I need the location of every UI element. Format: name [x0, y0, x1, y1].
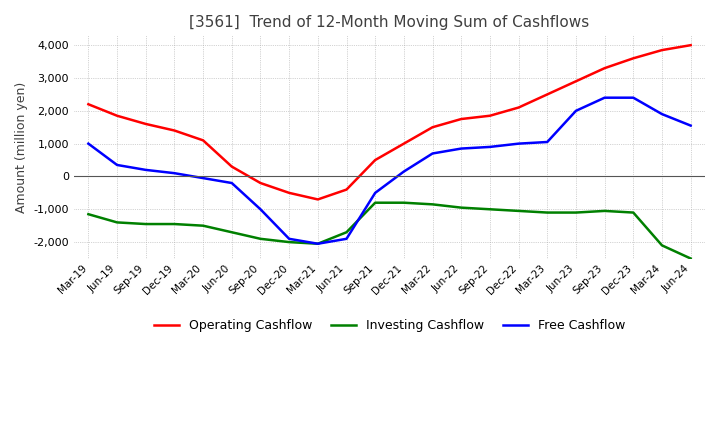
- Investing Cashflow: [428, 202, 437, 207]
- Free Cashflow: [400, 169, 408, 174]
- Investing Cashflow: [371, 200, 379, 205]
- Operating Cashflow: [543, 92, 552, 97]
- Free Cashflow: [141, 167, 150, 172]
- Free Cashflow: [629, 95, 638, 100]
- Operating Cashflow: [629, 56, 638, 61]
- Operating Cashflow: [657, 48, 666, 53]
- Free Cashflow: [485, 144, 494, 150]
- Operating Cashflow: [113, 113, 122, 118]
- Line: Free Cashflow: Free Cashflow: [89, 98, 690, 244]
- Operating Cashflow: [600, 66, 609, 71]
- Operating Cashflow: [84, 102, 93, 107]
- Investing Cashflow: [199, 223, 207, 228]
- Operating Cashflow: [400, 141, 408, 146]
- Operating Cashflow: [457, 117, 466, 122]
- Free Cashflow: [256, 207, 265, 212]
- Investing Cashflow: [285, 239, 294, 245]
- Investing Cashflow: [514, 208, 523, 213]
- Investing Cashflow: [572, 210, 580, 215]
- Investing Cashflow: [686, 256, 695, 261]
- Operating Cashflow: [371, 158, 379, 163]
- Operating Cashflow: [256, 180, 265, 186]
- Investing Cashflow: [629, 210, 638, 215]
- Investing Cashflow: [600, 208, 609, 213]
- Legend: Operating Cashflow, Investing Cashflow, Free Cashflow: Operating Cashflow, Investing Cashflow, …: [149, 314, 630, 337]
- Title: [3561]  Trend of 12-Month Moving Sum of Cashflows: [3561] Trend of 12-Month Moving Sum of C…: [189, 15, 590, 30]
- Free Cashflow: [600, 95, 609, 100]
- Investing Cashflow: [457, 205, 466, 210]
- Operating Cashflow: [228, 164, 236, 169]
- Free Cashflow: [342, 236, 351, 242]
- Investing Cashflow: [113, 220, 122, 225]
- Line: Operating Cashflow: Operating Cashflow: [89, 45, 690, 199]
- Free Cashflow: [313, 241, 322, 246]
- Free Cashflow: [371, 190, 379, 195]
- Operating Cashflow: [313, 197, 322, 202]
- Free Cashflow: [113, 162, 122, 168]
- Free Cashflow: [428, 151, 437, 156]
- Operating Cashflow: [285, 190, 294, 195]
- Investing Cashflow: [256, 236, 265, 242]
- Investing Cashflow: [485, 207, 494, 212]
- Investing Cashflow: [170, 221, 179, 227]
- Y-axis label: Amount (million yen): Amount (million yen): [15, 81, 28, 213]
- Free Cashflow: [199, 176, 207, 181]
- Investing Cashflow: [657, 243, 666, 248]
- Free Cashflow: [84, 141, 93, 146]
- Operating Cashflow: [170, 128, 179, 133]
- Free Cashflow: [543, 139, 552, 145]
- Operating Cashflow: [572, 79, 580, 84]
- Investing Cashflow: [228, 230, 236, 235]
- Operating Cashflow: [428, 125, 437, 130]
- Operating Cashflow: [514, 105, 523, 110]
- Free Cashflow: [514, 141, 523, 146]
- Operating Cashflow: [141, 121, 150, 127]
- Free Cashflow: [657, 111, 666, 117]
- Investing Cashflow: [313, 241, 322, 246]
- Free Cashflow: [686, 123, 695, 128]
- Investing Cashflow: [543, 210, 552, 215]
- Investing Cashflow: [84, 212, 93, 217]
- Free Cashflow: [228, 180, 236, 186]
- Investing Cashflow: [141, 221, 150, 227]
- Operating Cashflow: [686, 43, 695, 48]
- Operating Cashflow: [342, 187, 351, 192]
- Investing Cashflow: [400, 200, 408, 205]
- Free Cashflow: [170, 171, 179, 176]
- Investing Cashflow: [342, 230, 351, 235]
- Free Cashflow: [285, 236, 294, 242]
- Free Cashflow: [572, 108, 580, 114]
- Operating Cashflow: [485, 113, 494, 118]
- Line: Investing Cashflow: Investing Cashflow: [89, 203, 690, 259]
- Operating Cashflow: [199, 138, 207, 143]
- Free Cashflow: [457, 146, 466, 151]
